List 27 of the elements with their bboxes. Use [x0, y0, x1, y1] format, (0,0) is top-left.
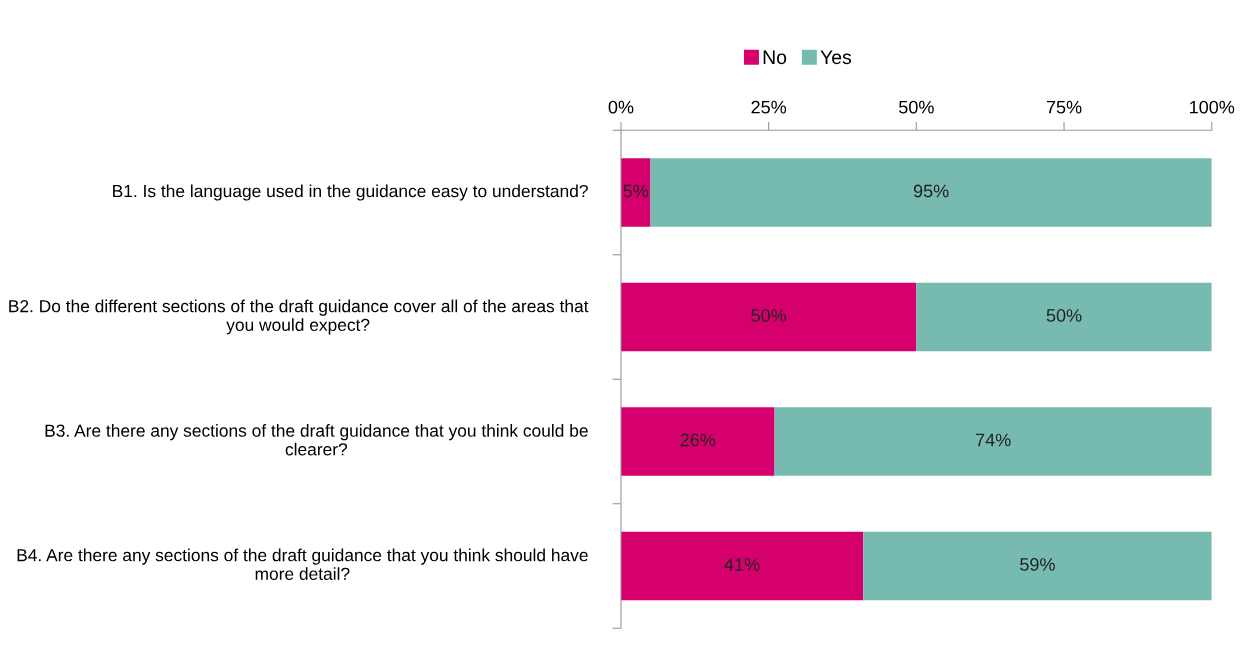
y-tick-label: B1. Is the language used in the guidance easy to understand?: [113, 184, 588, 201]
x-tick-label: 50%: [899, 100, 934, 114]
bar: [620, 531, 864, 601]
data-label: 5%: [623, 184, 649, 198]
data-label: 59%: [1020, 558, 1055, 571]
data-label: 26%: [680, 433, 716, 447]
x-tick-label: 0%: [608, 100, 634, 114]
bar: [916, 282, 1212, 352]
data-label: 41%: [724, 558, 760, 571]
x-tick-label: 100%: [1190, 100, 1235, 114]
y-tick-label: B3. Are there any sections of the draft guidance that you think could be clearer?: [45, 424, 588, 456]
data-label: 74%: [976, 433, 1011, 447]
data-label: 95%: [913, 184, 949, 198]
bar: [620, 282, 917, 352]
bar: [620, 407, 775, 476]
y-tick-label: B4. Are there any sections of the draft guidance that you think should have more detail?: [17, 548, 588, 580]
bar: [774, 407, 1212, 476]
data-label: 50%: [1046, 309, 1082, 322]
bar: [650, 158, 1212, 227]
x-tick-label: 75%: [1046, 100, 1082, 114]
legend-label: No: [763, 50, 787, 65]
bar: [863, 531, 1212, 601]
y-tick-label: B2. Do the different sections of the draft guidance cover all of the areas that you would expect?: [9, 299, 589, 335]
bar: [620, 158, 651, 227]
x-tick-label: 25%: [751, 100, 787, 114]
data-label: 50%: [751, 309, 787, 322]
legend-label: Yes: [820, 50, 852, 65]
